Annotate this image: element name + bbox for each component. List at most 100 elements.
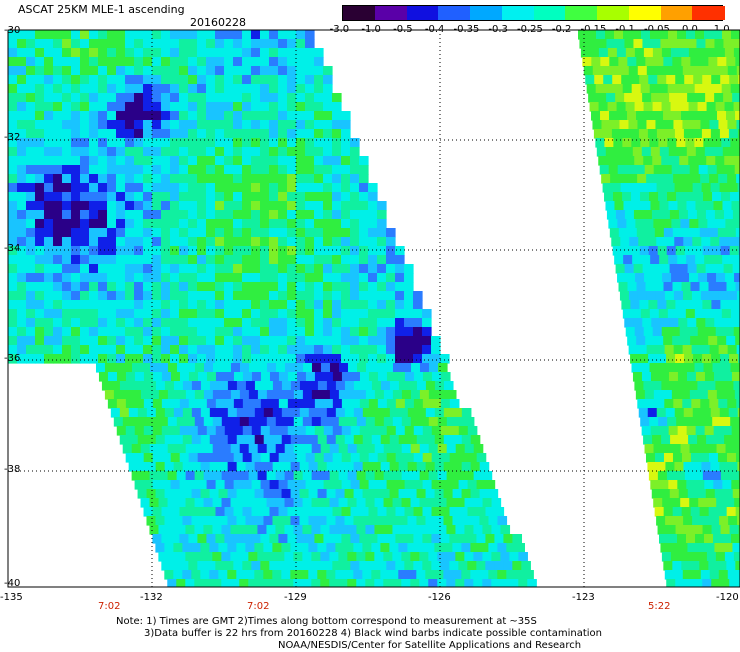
swath-cell (630, 354, 640, 364)
swath-cell (215, 354, 225, 364)
swath-cell (305, 93, 315, 103)
swath-cell (170, 48, 180, 58)
swath-cell (731, 30, 740, 40)
swath-cell (647, 237, 657, 247)
swath-cell (693, 75, 703, 85)
swath-cell (398, 570, 408, 580)
swath-cell (687, 147, 697, 157)
swath-cell (267, 390, 277, 400)
swath-cell (179, 282, 189, 292)
swath-cell (615, 39, 625, 49)
swath-cell (35, 246, 45, 256)
swath-cell (206, 39, 216, 49)
swath-cell (677, 363, 687, 373)
swath-cell (645, 444, 655, 454)
swath-cell (698, 102, 708, 112)
swath-cell (623, 30, 633, 40)
swath-cell (701, 462, 711, 472)
swath-cell (724, 264, 734, 274)
swath-cell (224, 120, 234, 130)
swath-cell (8, 210, 18, 220)
swath-cell (386, 246, 396, 256)
swath-cell (653, 327, 663, 337)
swath-cell (341, 174, 351, 184)
swath-cell (579, 39, 589, 49)
swath-cell (269, 300, 279, 310)
swath-cell (414, 426, 424, 436)
swath-cell (186, 363, 196, 373)
swath-cell (8, 84, 18, 94)
swath-cell (714, 543, 724, 553)
swath-cell (687, 318, 697, 328)
swath-cell (62, 165, 72, 175)
swath-cell (206, 534, 216, 544)
swath-cell (314, 111, 324, 121)
swath-cell (8, 282, 18, 292)
swath-cell (125, 183, 135, 193)
swath-cell (305, 183, 315, 193)
swath-cell (35, 57, 45, 67)
swath-cell (636, 336, 646, 346)
swath-cell (690, 336, 700, 346)
swath-cell (712, 471, 722, 481)
swath-cell (170, 165, 180, 175)
swath-cell (197, 93, 207, 103)
swath-cell (89, 111, 99, 121)
swath-cell (614, 255, 624, 265)
swath-cell (603, 129, 613, 139)
swath-cell (354, 462, 364, 472)
swath-cell (143, 57, 153, 67)
swath-cell (441, 453, 451, 463)
swath-cell (701, 66, 711, 76)
swath-cell (170, 309, 180, 319)
swath-cell (161, 309, 171, 319)
swath-cell (224, 345, 234, 355)
swath-cell (389, 543, 399, 553)
swath-cell (611, 66, 621, 76)
swath-cell (26, 255, 36, 265)
swath-cell (296, 156, 306, 166)
swath-cell (377, 300, 387, 310)
swath-cell (164, 570, 174, 580)
swath-cell (179, 273, 189, 283)
swath-cell (53, 165, 63, 175)
swath-cell (269, 84, 279, 94)
swath-cell (170, 66, 180, 76)
swath-cell (206, 138, 216, 148)
swath-cell (386, 588, 396, 598)
swath-cell (17, 66, 27, 76)
swath-cell (694, 138, 704, 148)
swath-cell (179, 75, 189, 85)
swath-cell (368, 237, 378, 247)
swath-cell (727, 228, 737, 238)
swath-cell (309, 381, 319, 391)
swath-cell (8, 309, 18, 319)
swath-cell (296, 273, 306, 283)
swath-cell (305, 309, 315, 319)
swath-cell (107, 165, 117, 175)
swath-cell (98, 300, 108, 310)
swath-cell (215, 192, 225, 202)
swath-cell (458, 534, 468, 544)
swath-cell (309, 462, 319, 472)
swath-cell (287, 354, 297, 364)
swath-cell (706, 156, 716, 166)
swath-cell (278, 192, 288, 202)
swath-cell (71, 165, 81, 175)
swath-cell (198, 372, 208, 382)
swath-cell (278, 291, 288, 301)
swath-cell (188, 561, 198, 571)
swath-cell (305, 327, 315, 337)
swath-cell (107, 318, 117, 328)
swath-cell (107, 210, 117, 220)
swath-cell (422, 309, 432, 319)
swath-cell (728, 66, 738, 76)
swath-cell (215, 156, 225, 166)
swath-cell (458, 561, 468, 571)
swath-cell (627, 111, 637, 121)
swath-cell (53, 255, 63, 265)
swath-cell (287, 84, 297, 94)
swath-cell (152, 192, 162, 202)
swath-cell (98, 228, 108, 238)
swath-cell (71, 129, 81, 139)
